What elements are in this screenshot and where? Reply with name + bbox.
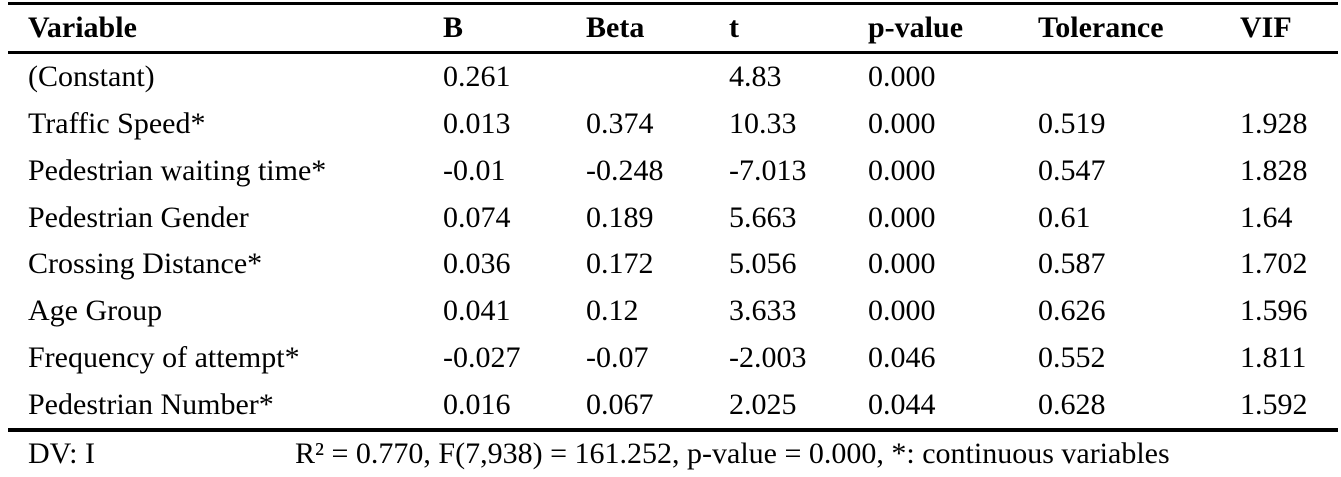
table-body: (Constant) 0.261 4.83 0.000 Traffic Speed* 0.… [8,54,1338,432]
table-cell: 0.074 [443,200,511,234]
table-cell: 0.016 [443,387,511,421]
table-cell: 10.33 [729,107,797,141]
table-cell: -0.07 [586,340,649,374]
table-row: Age Group 0.041 0.12 3.633 0.000 0.626 1.596 [8,288,1338,335]
table-cell: 0.000 [868,200,936,234]
footnote-dependent-variable: DV: I [28,437,95,470]
column-header-vif: VIF [1240,11,1292,44]
table-cell: 0.628 [1038,387,1106,421]
table-cell: 1.592 [1240,387,1308,421]
table-cell: 4.83 [729,60,782,94]
table-cell: 0.041 [443,294,511,328]
table-cell: 0.12 [586,294,639,328]
table-cell: 1.928 [1240,107,1308,141]
table-row: Pedestrian Gender 0.074 0.189 5.663 0.000 0.6… [8,194,1338,241]
table-cell: 2.025 [729,387,797,421]
table-cell: 5.663 [729,200,797,234]
table-cell: 3.633 [729,294,797,328]
table-cell: 0.261 [443,60,511,94]
table-cell: 1.596 [1240,294,1308,328]
column-header-tolerance: Tolerance [1038,11,1164,44]
table-cell: 0.000 [868,60,936,94]
table-cell: 1.811 [1240,340,1307,374]
table-row: Pedestrian Number* 0.016 0.067 2.025 0.044 0.… [8,381,1338,428]
table-cell: 0.000 [868,107,936,141]
column-header-t: t [729,11,739,44]
table-row: Frequency of attempt* -0.027 -0.07 -2.003 0.… [8,335,1338,382]
row-variable-label: (Constant) [28,60,155,94]
footnote-model-statistics: R² = 0.770, F(7,938) = 161.252, p-value … [295,437,1170,470]
table-cell: 0.172 [586,247,654,281]
table-cell: 0.61 [1038,200,1091,234]
row-variable-label: Pedestrian waiting time* [28,153,327,187]
row-variable-label: Traffic Speed* [28,107,206,141]
row-variable-label: Frequency of attempt* [28,340,300,374]
table-cell: 1.828 [1240,153,1308,187]
table-cell: 0.067 [586,387,654,421]
row-variable-label: Crossing Distance* [28,247,263,281]
table-cell: 1.64 [1240,200,1293,234]
regression-results-table: Variable B Beta t p-value Tolerance VIF … [8,2,1338,432]
table-row: (Constant) 0.261 4.83 0.000 [8,54,1338,101]
table-cell: 0.000 [868,247,936,281]
row-variable-label: Age Group [28,294,163,328]
table-cell: 0.044 [868,387,936,421]
table-cell: 0.587 [1038,247,1106,281]
table-cell: 0.547 [1038,153,1106,187]
table-cell: 0.036 [443,247,511,281]
table-cell: -0.027 [443,340,521,374]
table-cell: 0.000 [868,294,936,328]
table-header-row: Variable B Beta t p-value Tolerance VIF [8,5,1338,54]
table-cell: 1.702 [1240,247,1308,281]
table-row: Pedestrian waiting time* -0.01 -0.248 -7.01… [8,148,1338,195]
table-cell: 0.626 [1038,294,1106,328]
table-cell: -0.248 [586,153,664,187]
table-cell: 0.519 [1038,107,1106,141]
column-header-variable: Variable [28,11,137,44]
table-cell: 0.374 [586,107,654,141]
table-cell: 0.013 [443,107,511,141]
table-cell: -0.01 [443,153,506,187]
table-cell: 0.552 [1038,340,1106,374]
table-row: Traffic Speed* 0.013 0.374 10.33 0.000 0.519 1… [8,101,1338,148]
table-cell: 0.046 [868,340,936,374]
table-cell: 0.189 [586,200,654,234]
table-footnote-clipped: DV: I R² = 0.770, F(7,938) = 161.252, p-… [0,437,1341,477]
table-row: Crossing Distance* 0.036 0.172 5.056 0.000 0.… [8,241,1338,288]
table-cell: 5.056 [729,247,797,281]
column-header-p-value: p-value [868,11,964,44]
table-cell: 0.000 [868,153,936,187]
row-variable-label: Pedestrian Gender [28,200,249,234]
table-cell: -2.003 [729,340,807,374]
column-header-beta: Beta [586,11,645,44]
table-cell: -7.013 [729,153,807,187]
column-header-b: B [443,11,464,44]
row-variable-label: Pedestrian Number* [28,387,274,421]
